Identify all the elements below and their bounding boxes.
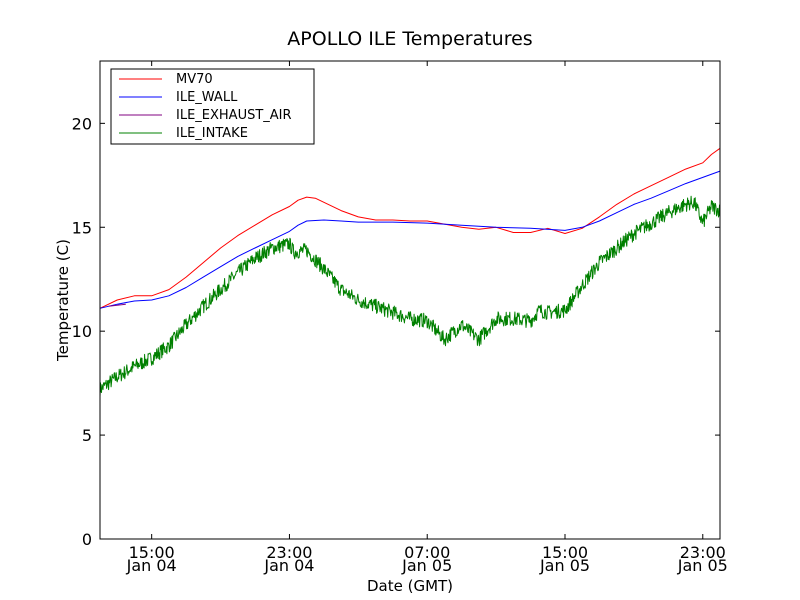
series-line-ile-intake: [99, 195, 721, 397]
x-tick-time-label: 23:00: [266, 543, 312, 562]
y-tick-label: 15: [72, 218, 92, 237]
plot-area: [99, 60, 721, 540]
x-tick-time-label: 15:00: [129, 543, 175, 562]
x-tick-date-label: Jan 05: [677, 556, 728, 575]
legend-label: ILE_EXHAUST_AIR: [176, 108, 292, 123]
x-tick-time-label: 07:00: [404, 543, 450, 562]
x-tick-date-label: Jan 04: [126, 556, 177, 575]
series-line-ile-exhaust-air: [108, 303, 126, 307]
x-axis-label: Date (GMT): [367, 577, 453, 595]
y-axis: 0 5 10 15 20: [72, 114, 720, 549]
x-tick-time-label: 23:00: [680, 543, 726, 562]
x-tick-date-label: Jan 05: [539, 556, 590, 575]
series-line-mv70: [99, 147, 721, 309]
x-tick-date-label: Jan 04: [263, 556, 314, 575]
plot-frame: [99, 60, 721, 540]
y-tick-label: 5: [82, 426, 92, 445]
y-tick-label: 0: [82, 530, 92, 549]
legend-label: MV70: [176, 72, 213, 87]
series-layer: [99, 147, 721, 397]
y-tick-label: 20: [72, 114, 92, 133]
x-tick-time-label: 15:00: [542, 543, 588, 562]
legend-items: MV70 ILE_WALL ILE_EXHAUST_AIR ILE_INTAKE: [119, 72, 292, 141]
chart-title: APOLLO ILE Temperatures: [287, 28, 532, 50]
y-axis-label: Temperature (C): [54, 239, 72, 362]
x-tick-date-label: Jan 05: [401, 556, 452, 575]
legend-label: ILE_INTAKE: [176, 126, 248, 141]
legend: MV70 ILE_WALL ILE_EXHAUST_AIR ILE_INTAKE: [110, 68, 315, 145]
series-line-ile-wall: [99, 170, 721, 309]
legend-label: ILE_WALL: [176, 90, 238, 105]
y-tick-label: 10: [72, 322, 92, 341]
legend-box: [110, 68, 315, 145]
